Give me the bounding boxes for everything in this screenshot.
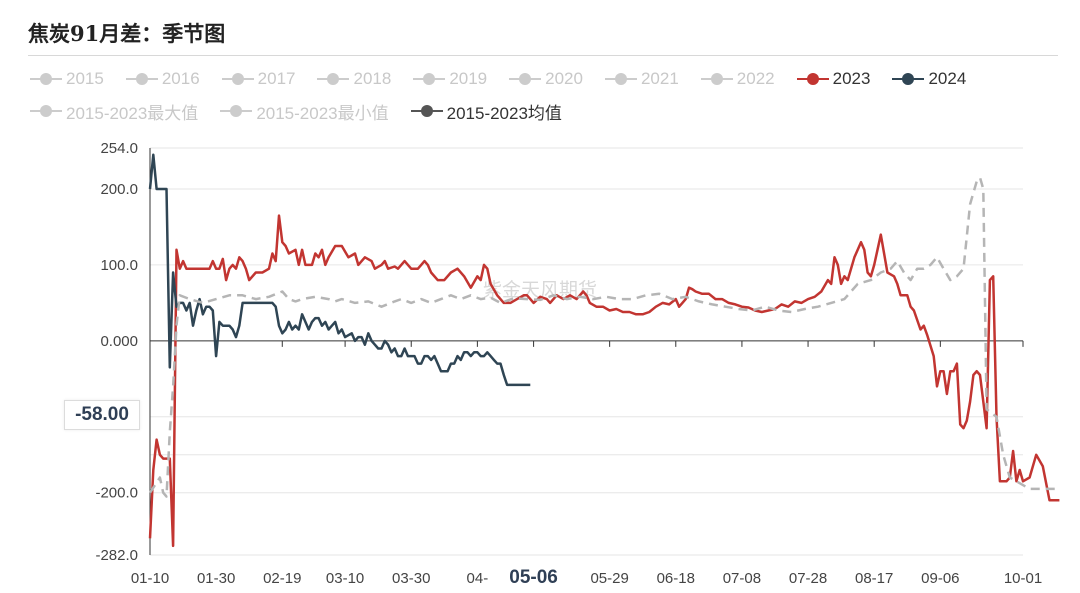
axis-pointer-value: -58.00	[64, 400, 140, 430]
legend-line-icon	[220, 105, 253, 117]
legend-item-2023[interactable]: 2023	[796, 69, 871, 89]
legend-line-icon	[796, 73, 829, 85]
legend-label: 2023	[832, 69, 871, 88]
grid-lines	[150, 147, 1023, 556]
legend-row-2: 2015-2023最大值 2015-2023最小值 2015-2023均值	[30, 95, 1060, 127]
legend-label: 2021	[640, 69, 679, 88]
series-line-2015-2023均值	[148, 176, 1057, 498]
x-tick-label: 01-10	[131, 570, 169, 587]
legend-label: 2015-2023均值	[446, 103, 562, 123]
series-line-2023	[148, 214, 1060, 548]
x-tick-label: 06-18	[657, 570, 695, 587]
y-tick-label: 0.000	[100, 333, 138, 350]
x-tick-label: 09-06	[921, 570, 959, 587]
legend-line-icon	[30, 105, 62, 117]
x-tick-label: 05-06	[509, 567, 558, 588]
legend-item-2018[interactable]: 2018	[317, 69, 391, 89]
y-axis-labels: 254.0 200.0 100.0 0.000 -200.0 -282.0	[95, 140, 138, 564]
legend-label: 2022	[736, 69, 775, 88]
legend-item-2024[interactable]: 2024	[892, 69, 966, 89]
legend-line-icon	[30, 73, 62, 85]
x-tick-label: 05-29	[590, 570, 628, 587]
x-tick-label: 02-19	[263, 570, 301, 587]
legend-item-min[interactable]: 2015-2023最小值	[220, 99, 389, 124]
legend-line-icon	[317, 73, 350, 85]
chart-title: 焦炭91月差：季节图	[28, 21, 226, 46]
x-tick-label: 10-01	[1004, 570, 1042, 587]
y-tick-label: -282.0	[95, 547, 138, 564]
legend-label: 2015-2023最小值	[256, 103, 389, 123]
legend-item-2020[interactable]: 2020	[509, 69, 583, 89]
legend-item-2015[interactable]: 2015	[30, 69, 104, 89]
title-divider	[28, 55, 1058, 56]
series-lines	[148, 153, 1060, 548]
x-axis-labels: 01-10 01-30 02-19 03-10 03-30 04- 05-06 05-29 06…	[131, 567, 1042, 588]
legend-item-2016[interactable]: 2016	[125, 69, 200, 89]
legend-line-icon	[221, 73, 254, 85]
y-tick-label: 200.0	[100, 181, 138, 198]
legend-label: 2024	[928, 69, 967, 88]
x-tick-label: 08-17	[855, 570, 893, 587]
legend-row-1: 2015 2016 2017 2018 2019 2020 2021 2022 …	[30, 63, 1060, 95]
x-tick-label: 01-30	[197, 570, 235, 587]
legend-label: 2018	[353, 69, 392, 88]
legend-line-icon	[410, 105, 443, 117]
legend-item-2017[interactable]: 2017	[221, 69, 296, 89]
legend-line-icon	[509, 73, 542, 85]
x-tick-label: 03-30	[392, 570, 430, 587]
axes	[149, 148, 1024, 555]
y-tick-label: 100.0	[100, 257, 138, 274]
x-tick-label: 04-	[467, 570, 489, 587]
legend-item-2019[interactable]: 2019	[413, 69, 487, 89]
x-tick-label: 07-08	[723, 570, 761, 587]
legend-line-icon	[125, 73, 158, 85]
legend-label: 2015-2023最大值	[66, 103, 199, 123]
legend-label: 2020	[545, 69, 583, 88]
legend-label: 2015	[66, 69, 104, 88]
legend-item-2022[interactable]: 2022	[700, 69, 775, 89]
x-tick-label: 07-28	[789, 570, 827, 587]
legend-item-mean[interactable]: 2015-2023均值	[410, 99, 562, 124]
legend-item-max[interactable]: 2015-2023最大值	[30, 99, 198, 124]
legend-label: 2019	[449, 69, 488, 88]
legend-line-icon	[700, 73, 733, 85]
legend-label: 2016	[161, 69, 200, 88]
legend: 2015 2016 2017 2018 2019 2020 2021 2022 …	[30, 63, 1060, 127]
x-tick-label: 03-10	[326, 570, 364, 587]
y-tick-label: 254.0	[100, 140, 138, 157]
legend-label: 2017	[257, 69, 296, 88]
series-line-2024	[148, 153, 531, 387]
legend-line-icon	[413, 73, 446, 85]
legend-line-icon	[892, 73, 925, 85]
y-tick-label: -200.0	[95, 485, 138, 502]
legend-line-icon	[604, 73, 637, 85]
legend-item-2021[interactable]: 2021	[604, 69, 679, 89]
